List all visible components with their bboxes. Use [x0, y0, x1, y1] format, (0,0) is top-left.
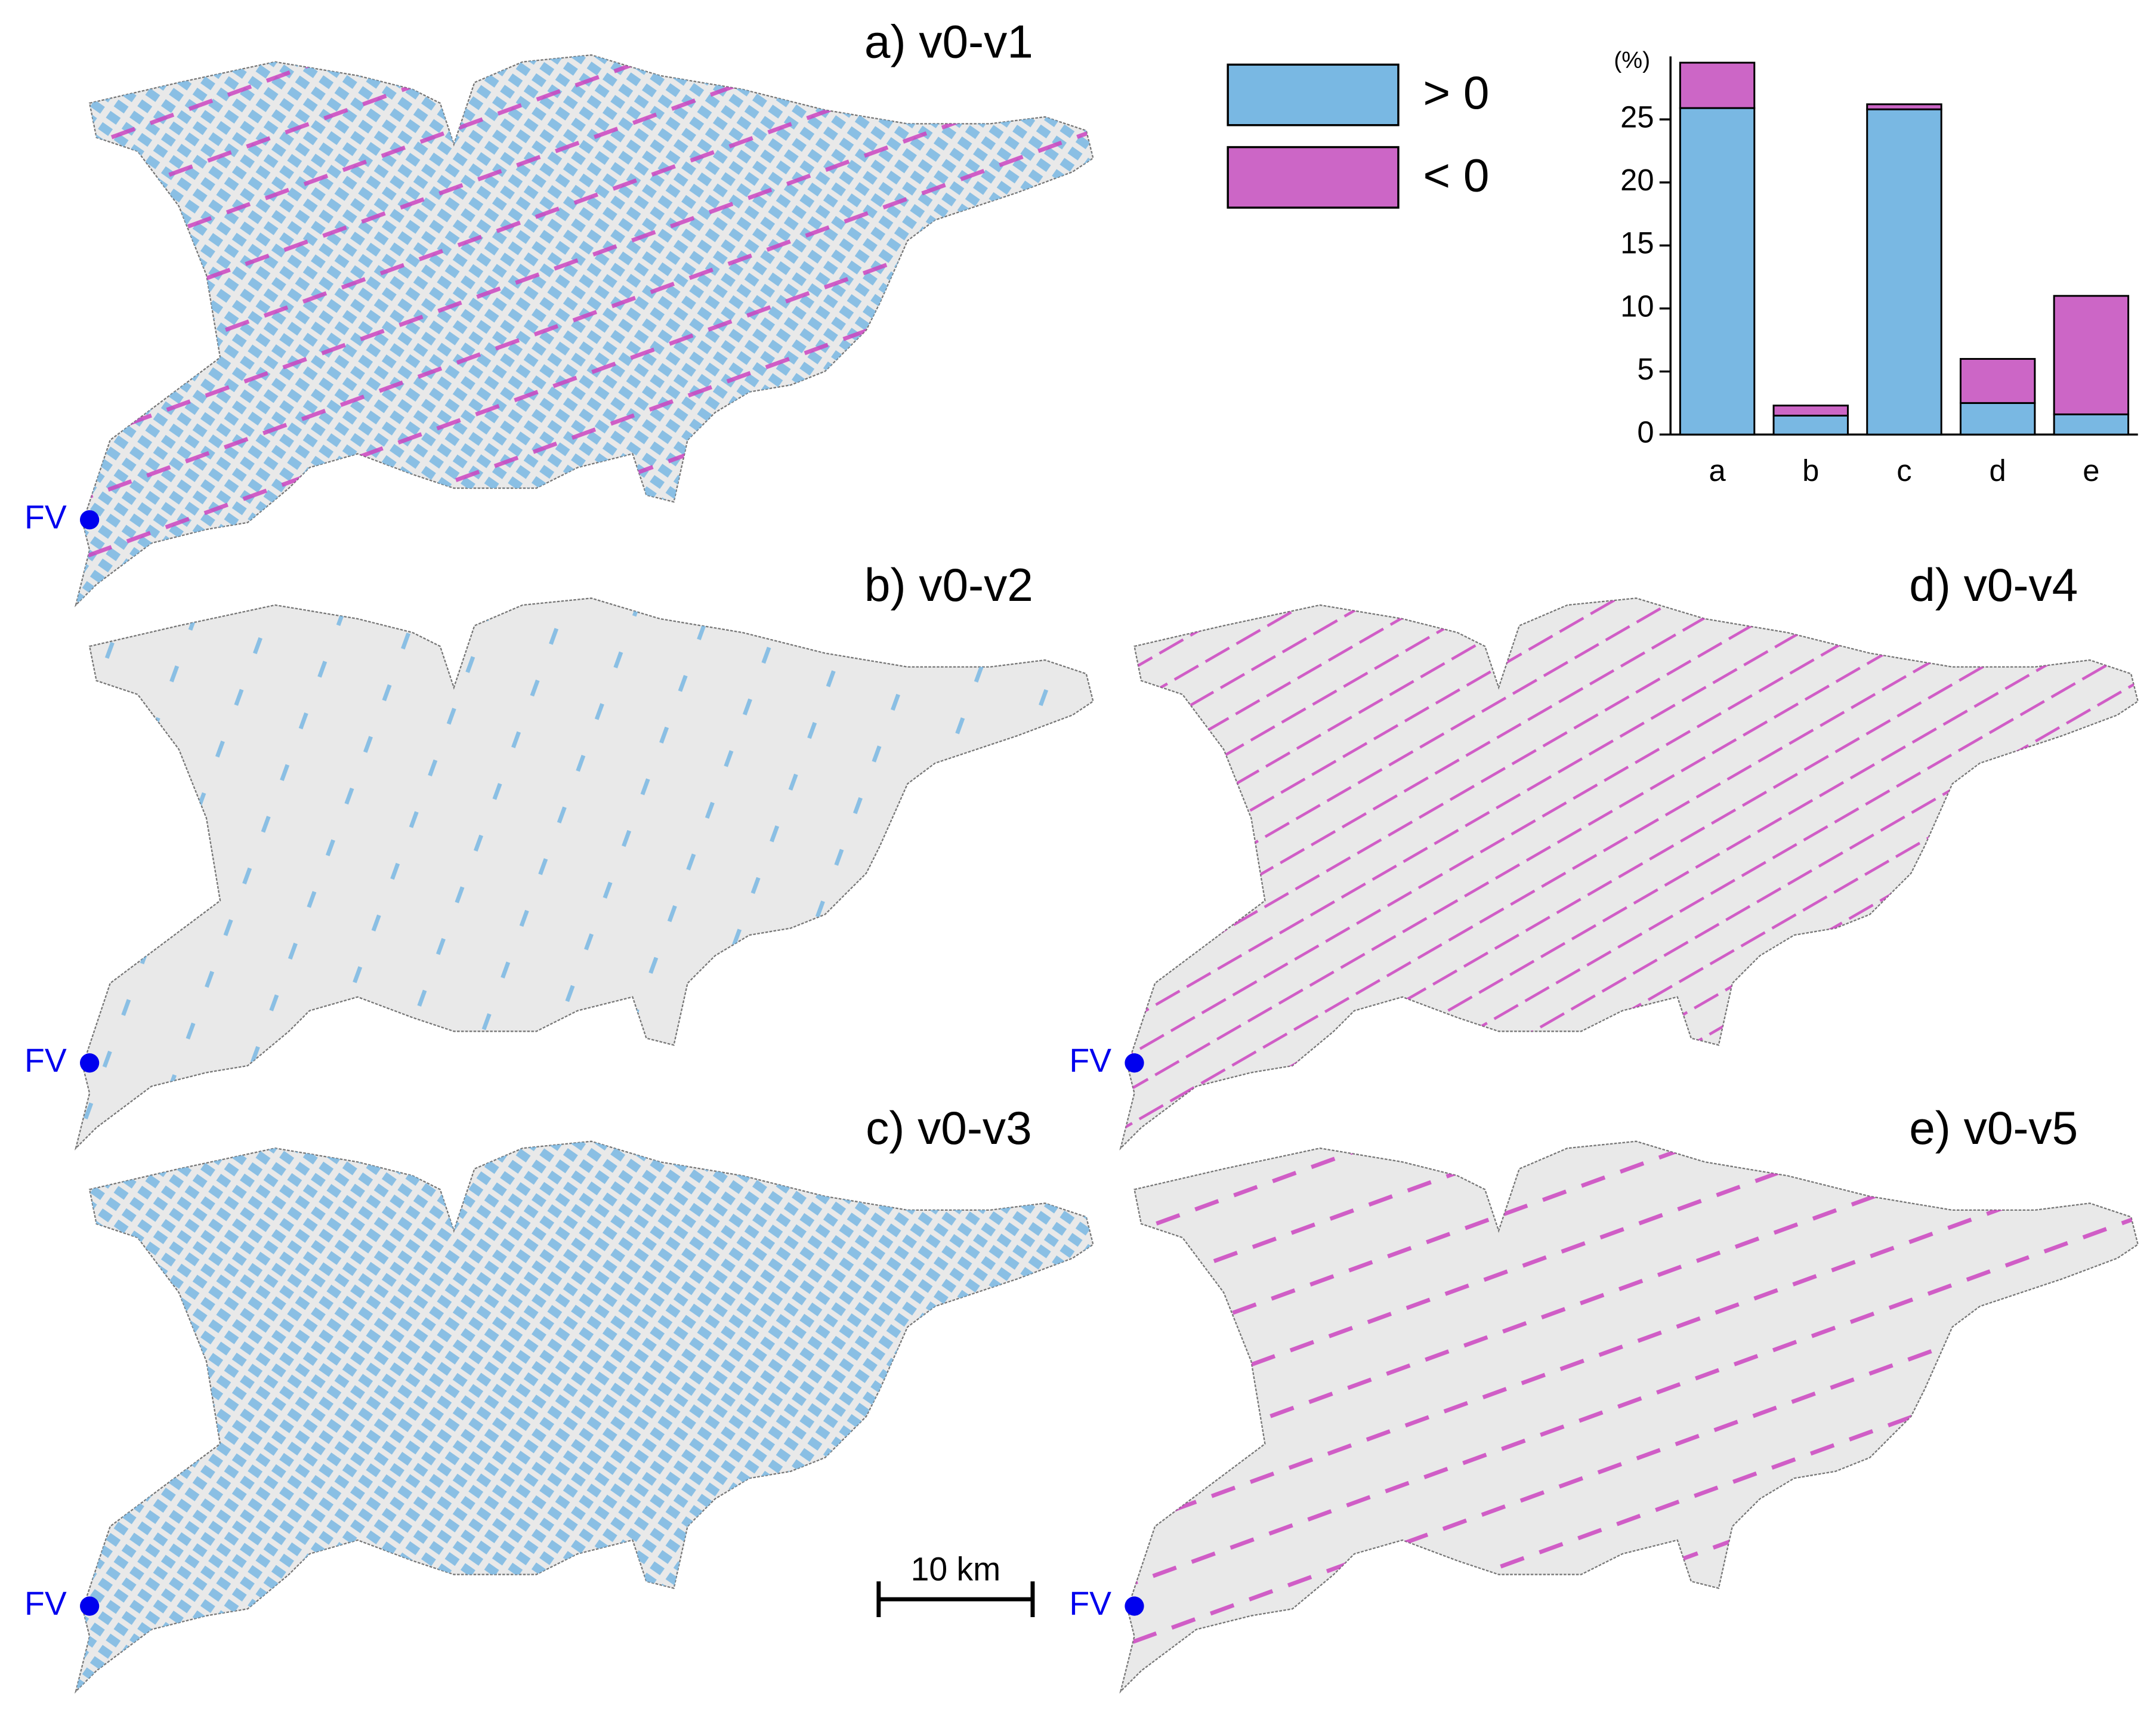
y-tick-label: 20 [1620, 163, 1654, 197]
change-overlay [76, 598, 1094, 1149]
fv-point [79, 1596, 100, 1616]
change-overlay [1120, 1141, 2138, 1692]
change-overlay [76, 55, 1094, 605]
y-tick-label: 25 [1620, 100, 1654, 134]
bar-segment [1959, 357, 2036, 404]
fv-label: FV [24, 1585, 67, 1622]
scale-label: 10 km [911, 1551, 1001, 1588]
fv-point [79, 510, 100, 530]
panel-title: b) v0-v2 [864, 559, 1033, 611]
fv-label: FV [24, 1042, 67, 1079]
y-tick-label: 5 [1637, 352, 1654, 386]
panel-title: e) v0-v5 [1909, 1102, 2078, 1154]
x-tick-label: d [1990, 454, 2006, 488]
fv-label: FV [24, 499, 67, 536]
map-panel: d) v0-v4 FV [1069, 559, 2139, 1149]
x-tick-label: e [2083, 454, 2099, 488]
x-tick-label: a [1709, 454, 1726, 488]
change-overlay [76, 1141, 1094, 1692]
x-tick-label: b [1802, 454, 1819, 488]
y-tick-label: 15 [1620, 226, 1654, 260]
bar-segment [1679, 107, 1756, 436]
panel-title: a) v0-v1 [864, 16, 1033, 68]
bar-segment [1772, 415, 1849, 436]
y-tick-label: 0 [1637, 415, 1654, 449]
map-panel: e) v0-v5 FV [1069, 1102, 2139, 1692]
bar-segment [1866, 108, 1942, 436]
bar-segment [1959, 402, 2036, 436]
panel-title: d) v0-v4 [1909, 559, 2078, 611]
legend-label: > 0 [1423, 66, 1489, 119]
legend: > 0 < 0 [1227, 63, 1490, 209]
map-panels: a) v0-v1 FV b) v0-v2 FV c) v0-v3 FV d) v0-v4 FV… [24, 16, 2139, 1692]
fv-label: FV [1069, 1042, 1111, 1079]
fv-point [1125, 1053, 1144, 1073]
bar-segment [1772, 405, 1849, 417]
map-panel: b) v0-v2 FV [24, 559, 1094, 1149]
legend-swatch [1227, 146, 1400, 209]
fv-point [1125, 1596, 1144, 1616]
y-tick-label: 10 [1620, 289, 1654, 323]
bar-chart: (%) 0 5 10 15 20 25 a b c d e [1614, 48, 2138, 488]
x-tick-label: c [1896, 454, 1911, 488]
bar-segment [2053, 413, 2130, 436]
bar-segment [1866, 103, 1942, 110]
scale-bar: 10 km [876, 1551, 1035, 1617]
bar-segment [1679, 61, 1756, 109]
y-axis-label: (%) [1614, 48, 1650, 73]
change-overlay [1120, 598, 2138, 1149]
bar-segment [2053, 295, 2130, 415]
map-panel: c) v0-v3 FV [24, 1102, 1094, 1692]
fv-label: FV [1069, 1585, 1111, 1622]
panel-title: c) v0-v3 [866, 1102, 1032, 1154]
legend-label: < 0 [1423, 149, 1489, 201]
legend-swatch [1227, 63, 1400, 127]
fv-point [79, 1053, 100, 1073]
map-panel: a) v0-v1 FV [24, 16, 1094, 606]
